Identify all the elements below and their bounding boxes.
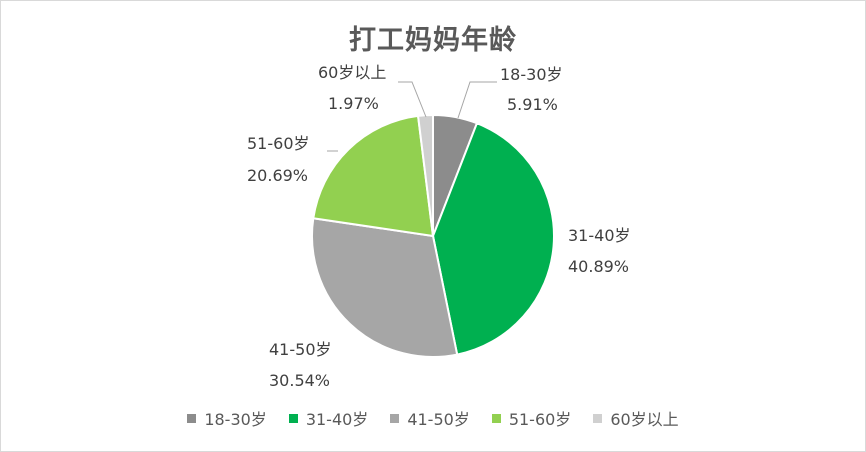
data-label-percent: 20.69% [247, 166, 308, 185]
pie-slice-41-50岁 [311, 217, 459, 358]
data-label-percent: 40.89% [568, 257, 629, 276]
legend-swatch [288, 413, 298, 423]
legend-swatch [390, 413, 400, 423]
legend-item-60岁以上: 60岁以上 [593, 406, 679, 430]
legend-item-31-40岁: 31-40岁 [288, 406, 369, 430]
data-label-percent: 1.97% [328, 94, 379, 113]
leader-line-60岁以上 [398, 81, 427, 118]
legend-swatch [187, 413, 197, 423]
legend-item-18-30岁: 18-30岁 [187, 406, 267, 430]
legend-label: 41-50岁 [407, 410, 470, 429]
pie-slice-51-60岁 [312, 114, 435, 238]
data-label-percent: 5.91% [507, 95, 558, 114]
pie-slice-31-40岁 [431, 121, 555, 356]
data-label-category: 31-40岁 [568, 226, 631, 245]
legend-label: 51-60岁 [508, 410, 572, 429]
legend-item-41-50岁: 41-50岁 [390, 406, 470, 430]
data-label-category: 18-30岁 [500, 65, 563, 84]
data-label-category: 41-50岁 [269, 340, 332, 359]
data-label-category: 51-60岁 [247, 134, 310, 153]
legend-item-51-60岁: 51-60岁 [491, 406, 572, 430]
legend-label: 18-30岁 [204, 410, 267, 429]
legend-label: 31-40岁 [305, 410, 369, 429]
leader-line-18-30岁 [457, 81, 497, 119]
legend-label: 60岁以上 [610, 410, 679, 429]
chart-title: 打工妈妈年龄 [349, 25, 517, 56]
legend-swatch [491, 413, 501, 423]
data-label-percent: 30.54% [269, 371, 330, 390]
legend: 18-30岁 31-40岁 41-50岁 51-60岁 60岁以上 [0, 406, 866, 430]
data-label-category: 60岁以上 [318, 63, 386, 82]
legend-swatch [593, 413, 603, 423]
